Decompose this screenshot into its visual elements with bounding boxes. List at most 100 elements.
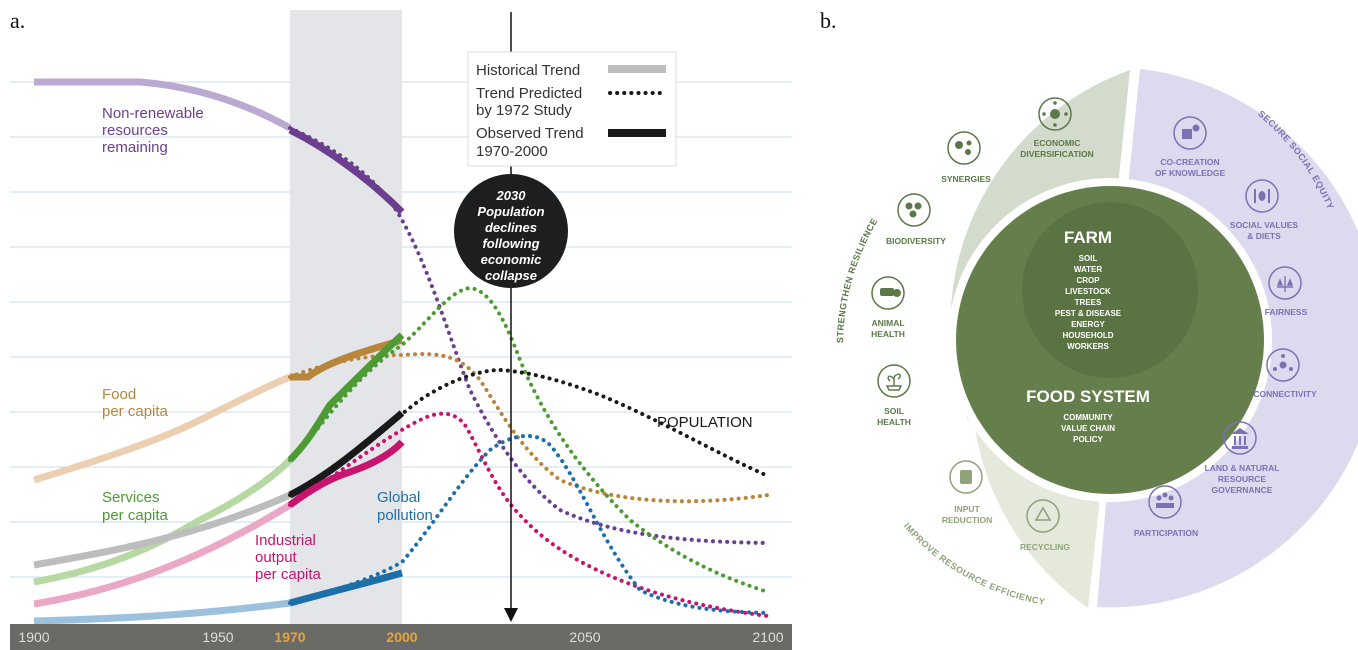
co-creation-label: OF KNOWLEDGE bbox=[1155, 168, 1226, 178]
soil-health-label: HEALTH bbox=[877, 417, 911, 427]
biodiversity-icon bbox=[897, 193, 931, 227]
dot-glyph bbox=[1053, 123, 1057, 127]
gear-glyph bbox=[965, 149, 971, 155]
bulb-glyph bbox=[1192, 124, 1200, 132]
connectivity-label: CONNECTIVITY bbox=[1253, 389, 1317, 399]
social-values-label: SOCIAL VALUES bbox=[1230, 220, 1298, 230]
synergies-icon bbox=[947, 131, 981, 165]
resilience-segment bbox=[950, 70, 1130, 420]
x-tick-label: 1950 bbox=[202, 629, 233, 645]
land-governance-label: LAND & NATURAL bbox=[1205, 463, 1280, 473]
sprout-glyph bbox=[885, 373, 903, 391]
core-outer-circle bbox=[956, 186, 1264, 494]
efficiency-arc-label: IMPROVE RESOURCE EFFICIENCY bbox=[902, 521, 1046, 607]
farm-item: WORKERS bbox=[1067, 342, 1109, 351]
panel-a-letter: a. bbox=[10, 8, 26, 33]
legend-predicted-label: Trend Predicted bbox=[476, 85, 582, 102]
legend-historical-label: Historical Trend bbox=[476, 62, 580, 79]
callout-line: following bbox=[482, 236, 539, 251]
callout-line: declines bbox=[485, 220, 537, 235]
land-governance-label: GOVERNANCE bbox=[1212, 485, 1273, 495]
efficiency-segment bbox=[975, 428, 1102, 608]
x-tick-label: 2050 bbox=[569, 629, 600, 645]
scales-glyph bbox=[1276, 276, 1294, 292]
industrial-historical-line bbox=[33, 502, 292, 608]
legend-observed-label: Observed Trend bbox=[476, 125, 584, 142]
person-glyph bbox=[1156, 495, 1162, 501]
book-glyph bbox=[1182, 129, 1192, 139]
legend-observed-label: 1970-2000 bbox=[476, 143, 548, 160]
arrow-head-icon bbox=[504, 608, 518, 622]
services-label: per capita bbox=[102, 507, 169, 524]
x-tick-label: 1970 bbox=[274, 629, 305, 645]
economic-diversification-icon bbox=[1038, 97, 1072, 131]
industrial-label: output bbox=[255, 549, 298, 566]
synergies-label: SYNERGIES bbox=[941, 174, 991, 184]
collapse-callout bbox=[454, 174, 568, 288]
population-historical-line bbox=[33, 491, 292, 569]
soil-health-icon bbox=[877, 364, 911, 398]
seed-glyph bbox=[914, 202, 922, 210]
farm-item: SOIL bbox=[1079, 254, 1098, 263]
jug-glyph bbox=[960, 470, 972, 484]
column-glyph bbox=[1244, 436, 1246, 445]
connectivity-icon bbox=[1266, 348, 1300, 382]
food-system-item: VALUE CHAIN bbox=[1061, 424, 1115, 433]
recycling-label: RECYCLING bbox=[1020, 542, 1070, 552]
population-label: POPULATION bbox=[657, 414, 753, 431]
recycling-icon bbox=[1026, 499, 1060, 533]
fairness-icon bbox=[1268, 266, 1302, 300]
farm-item: PEST & DISEASE bbox=[1055, 309, 1122, 318]
nonrenewable-historical-line bbox=[34, 78, 292, 132]
legend-predicted-label: by 1972 Study bbox=[476, 102, 572, 119]
coin-glyph bbox=[1050, 109, 1060, 119]
participation-icon bbox=[1148, 485, 1182, 519]
input-reduction-icon bbox=[949, 460, 983, 494]
social-values-label: & DIETS bbox=[1247, 231, 1281, 241]
column-glyph bbox=[1234, 436, 1236, 445]
equity-arc-label: SECURE SOCIAL EQUITY bbox=[1256, 109, 1336, 211]
callout-line: Population bbox=[477, 204, 544, 219]
panel-b-letter: b. bbox=[820, 8, 837, 33]
services-observed-line bbox=[287, 332, 405, 463]
dot-glyph bbox=[1042, 112, 1046, 116]
seed-glyph bbox=[905, 202, 913, 210]
industrial-label: Industrial bbox=[255, 532, 316, 549]
food-predicted-line bbox=[288, 352, 770, 504]
pollution-label: pollution bbox=[377, 507, 433, 524]
limits-to-growth-chart: 2030 Population declines following econo… bbox=[10, 10, 792, 650]
land-governance-icon bbox=[1223, 421, 1257, 455]
co-creation-label: CO-CREATION bbox=[1160, 157, 1219, 167]
nonrenewable-label: Non-renewable bbox=[102, 105, 204, 122]
biodiversity-label: BIODIVERSITY bbox=[886, 236, 946, 246]
farm-item: ENERGY bbox=[1071, 320, 1105, 329]
food-label: per capita bbox=[102, 403, 169, 420]
column-glyph bbox=[1239, 436, 1241, 445]
person-glyph bbox=[1168, 495, 1174, 501]
gear-glyph bbox=[955, 141, 963, 149]
knife-glyph bbox=[1268, 189, 1270, 203]
farm-item: WATER bbox=[1074, 265, 1103, 274]
cow-glyph bbox=[880, 288, 894, 296]
building-glyph bbox=[1231, 428, 1249, 449]
services-historical-line bbox=[33, 457, 293, 586]
pollution-historical-line bbox=[33, 599, 291, 625]
fork-glyph bbox=[1254, 189, 1256, 203]
co-creation-icon bbox=[1173, 116, 1207, 150]
farm-item: LIVESTOCK bbox=[1065, 287, 1111, 296]
x-tick-label: 2000 bbox=[386, 629, 417, 645]
fairness-label: FAIRNESS bbox=[1265, 307, 1308, 317]
food-system-item: POLICY bbox=[1073, 435, 1103, 444]
food-label: Food bbox=[102, 386, 136, 403]
callout-line: economic bbox=[481, 252, 542, 267]
pollution-label: Global bbox=[377, 489, 420, 506]
node-glyph bbox=[1289, 367, 1293, 371]
x-tick-label: 2100 bbox=[752, 629, 783, 645]
dot-glyph bbox=[1064, 112, 1068, 116]
farm-item: HOUSEHOLD bbox=[1062, 331, 1113, 340]
services-predicted-line bbox=[288, 285, 770, 594]
seed-glyph bbox=[909, 210, 917, 218]
gear-glyph bbox=[966, 140, 972, 146]
hub-glyph bbox=[1279, 361, 1287, 369]
x-tick-label: 1900 bbox=[18, 629, 49, 645]
